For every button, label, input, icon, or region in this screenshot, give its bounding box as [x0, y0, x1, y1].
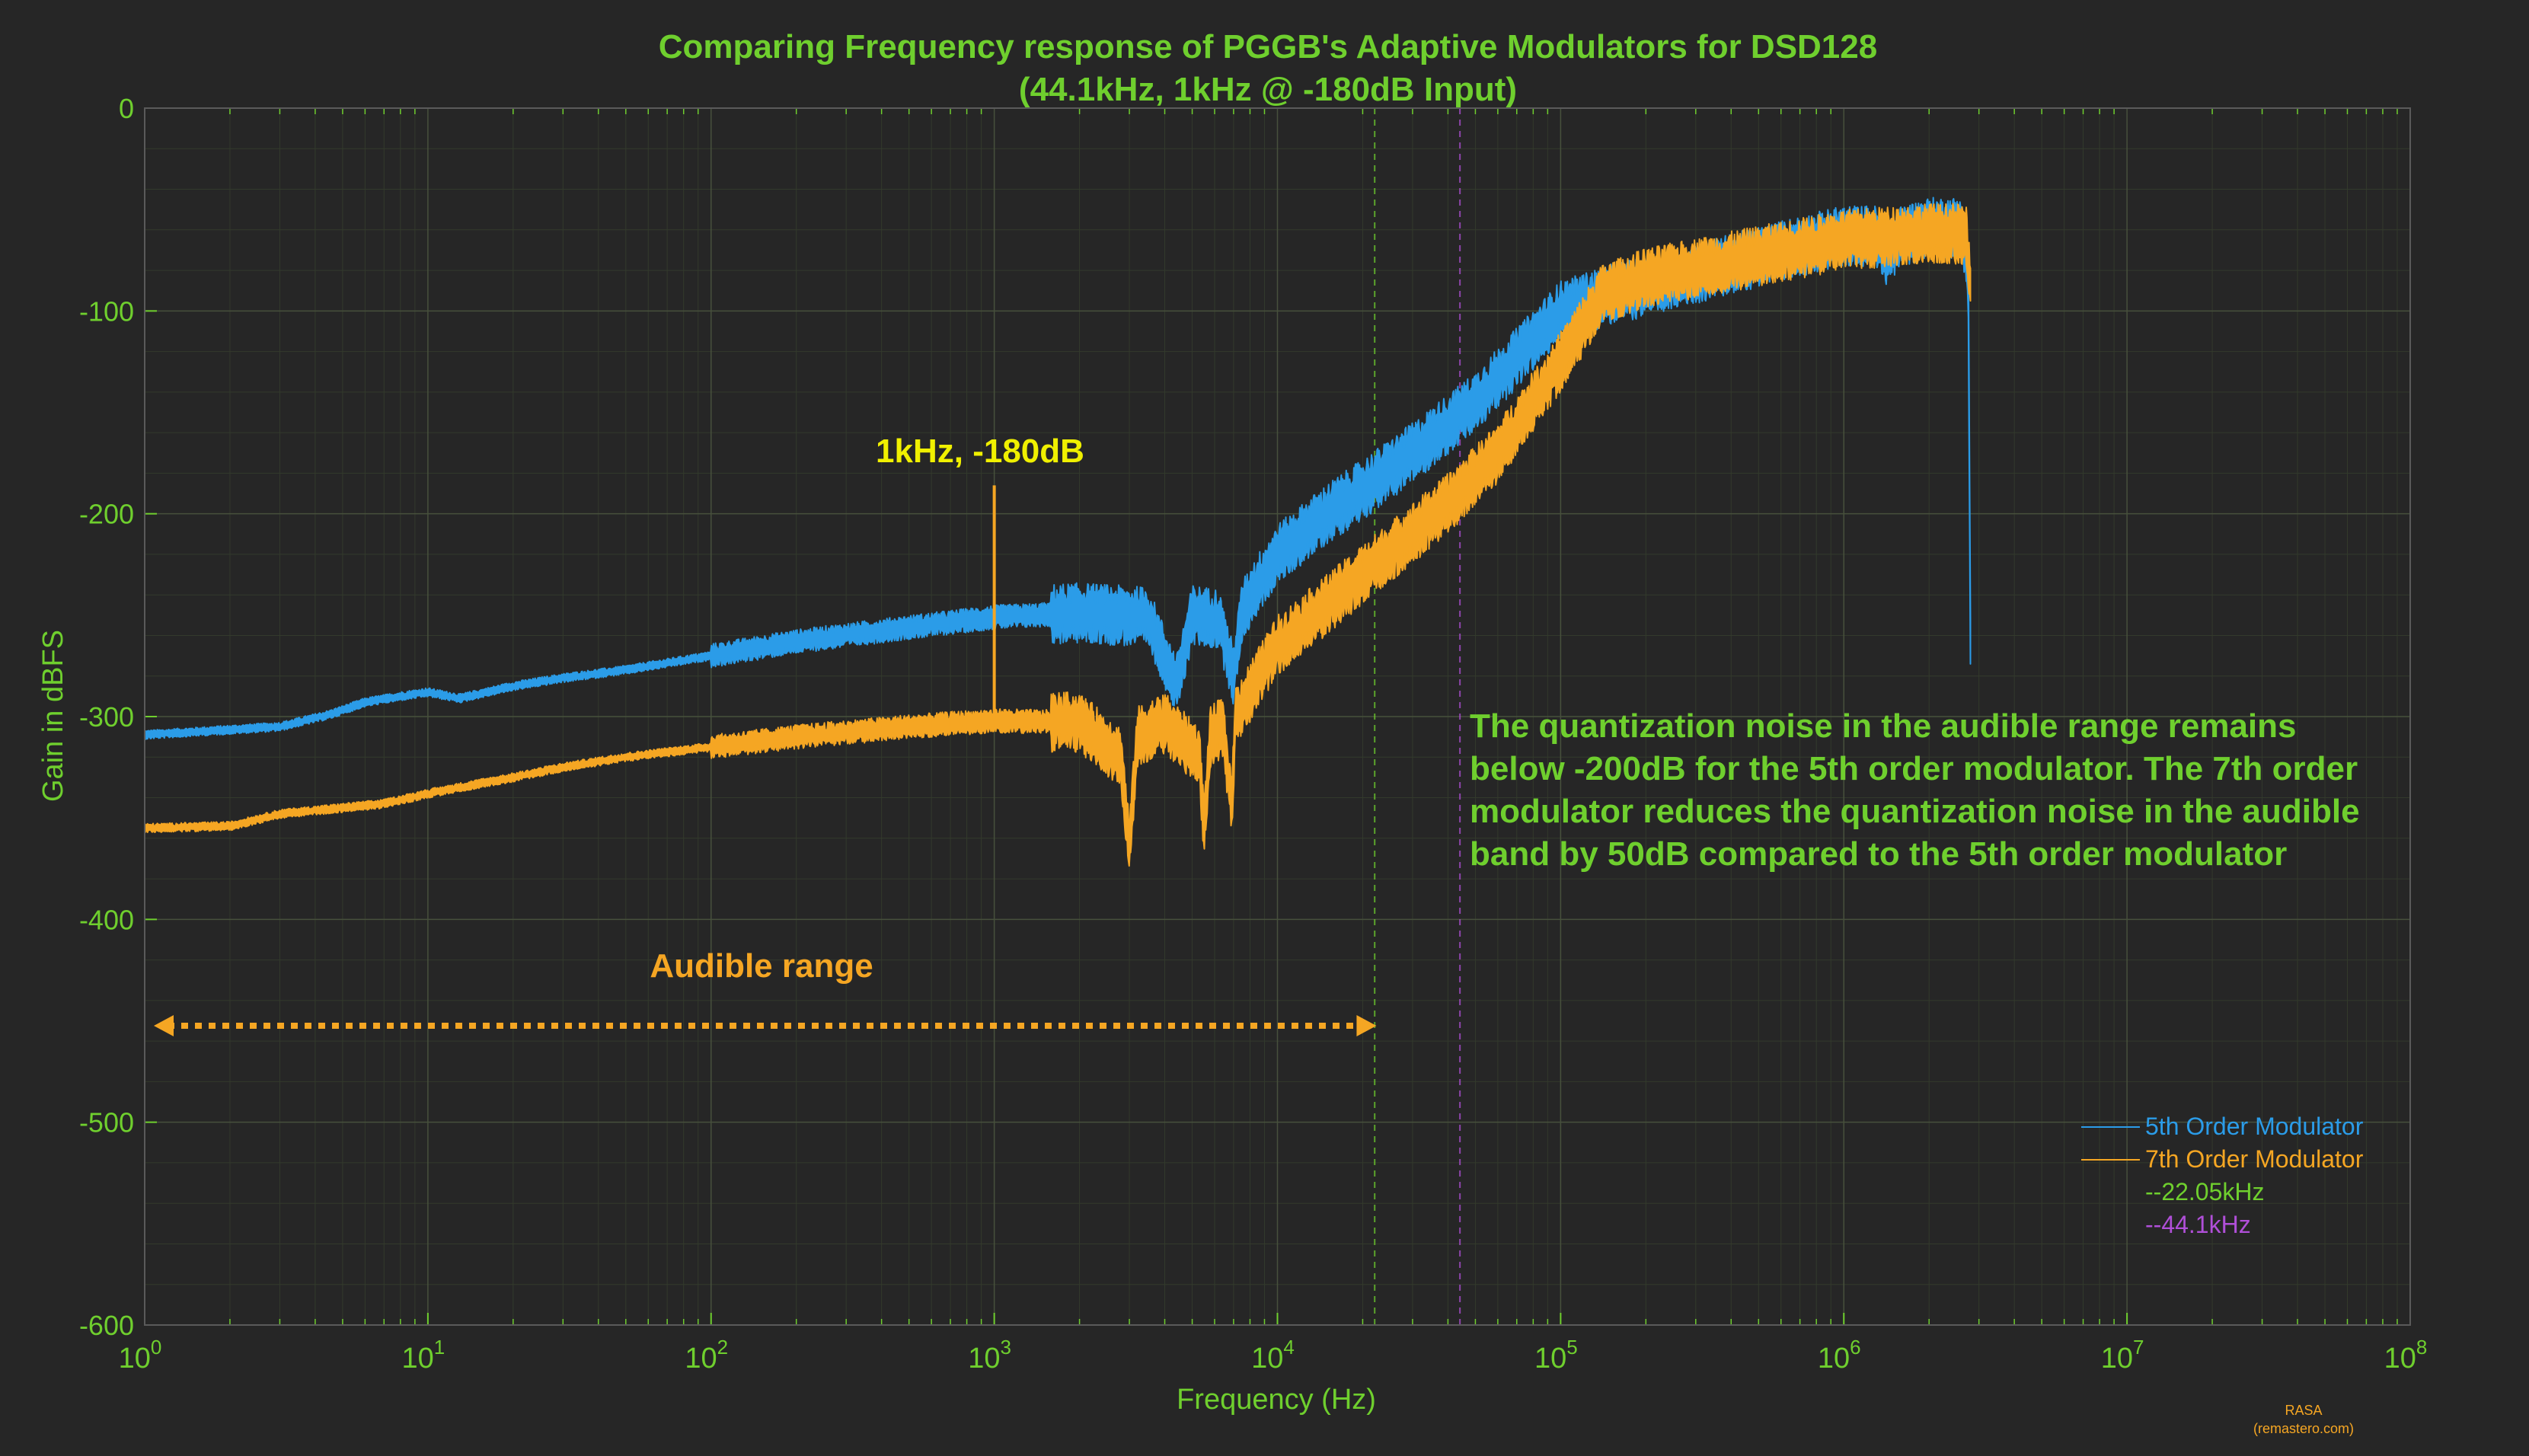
x-tick-label: 108 [2384, 1336, 2428, 1375]
chart-title-line-2: (44.1kHz, 1kHz @ -180dB Input) [1019, 71, 1517, 108]
x-tick-exponent: 8 [2416, 1336, 2427, 1359]
x-tick-label: 100 [119, 1336, 162, 1375]
x-tick-base: 10 [119, 1343, 151, 1375]
x-tick-base: 10 [685, 1343, 717, 1375]
plot-frame [144, 107, 2411, 1326]
series-lines [144, 196, 1972, 867]
x-tick-label: 106 [1818, 1336, 1861, 1375]
y-tick-label: -600 [79, 1310, 134, 1341]
y-tick-label: -100 [79, 295, 134, 327]
x-tick-label: 107 [2101, 1336, 2144, 1375]
frequency-markers [1374, 108, 1461, 1325]
x-tick-exponent: 7 [2133, 1336, 2144, 1359]
x-tick-exponent: 6 [1850, 1336, 1860, 1359]
x-tick-base: 10 [2384, 1343, 2416, 1375]
y-tick-label: -200 [79, 499, 134, 530]
note-line-1: The quantization noise in the audible ra… [1470, 707, 2297, 745]
y-axis-label: Gain in dBFS [37, 630, 69, 802]
x-tick-exponent: 5 [1566, 1336, 1577, 1359]
y-tick-label: -500 [79, 1107, 134, 1138]
audible-range-arrow [154, 1015, 1377, 1036]
note-line-4: band by 50dB compared to the 5th order m… [1470, 835, 2287, 873]
watermark-line-2: (remastero.com) [2253, 1421, 2354, 1436]
audible-arrow-head-left [154, 1015, 174, 1036]
x-tick-base: 10 [1534, 1343, 1566, 1375]
x-tick-label: 104 [1251, 1336, 1295, 1375]
x-tick-base: 10 [2101, 1343, 2133, 1375]
chart-title-line-1: Comparing Frequency response of PGGB's A… [659, 28, 1877, 65]
x-axis-label: Frequency (Hz) [1177, 1384, 1376, 1416]
x-tick-label: 105 [1534, 1336, 1578, 1375]
x-tick-base: 10 [1818, 1343, 1850, 1375]
x-tick-label: 103 [968, 1336, 1011, 1375]
legend-entry: 5th Order Modulator [2145, 1113, 2364, 1140]
x-tick-base: 10 [968, 1343, 1000, 1375]
x-tick-labels: 100 101 102 103 104 105 106 107 108 [119, 1336, 2428, 1375]
x-tick-exponent: 4 [1283, 1336, 1294, 1359]
x-tick-exponent: 2 [717, 1336, 728, 1359]
legend-entry: --22.05kHz [2145, 1178, 2265, 1205]
annotation-note: The quantization noise in the audible ra… [1470, 707, 2360, 873]
note-line-3: modulator reduces the quantization noise… [1470, 793, 2360, 830]
y-tick-label: -400 [79, 904, 134, 935]
spike-label: 1kHz, -180dB [876, 433, 1084, 470]
x-tick-exponent: 1 [434, 1336, 445, 1359]
legend-entry: 7th Order Modulator [2145, 1145, 2364, 1173]
y-tick-label: 0 [119, 93, 134, 124]
audible-range-label: Audible range [650, 947, 873, 985]
x-tick-base: 10 [402, 1343, 434, 1375]
series-7th-order [144, 203, 1972, 867]
y-tick-labels: 0 -100 -200 -300 -400 -500 -600 [79, 93, 134, 1341]
x-tick-label: 102 [685, 1336, 728, 1375]
watermark-line-1: RASA [2285, 1403, 2322, 1418]
legend-entry: --44.1kHz [2145, 1211, 2251, 1238]
note-line-2: below -200dB for the 5th order modulator… [1470, 750, 2358, 787]
x-tick-label: 101 [402, 1336, 445, 1375]
legend: 5th Order Modulator 7th Order Modulator --… [2081, 1113, 2364, 1238]
y-tick-label: -300 [79, 701, 134, 733]
x-tick-exponent: 3 [1001, 1336, 1011, 1359]
x-tick-exponent: 0 [151, 1336, 161, 1359]
audible-arrow-head-right [1356, 1015, 1377, 1036]
x-tick-base: 10 [1251, 1343, 1283, 1375]
grid [144, 107, 2411, 1326]
